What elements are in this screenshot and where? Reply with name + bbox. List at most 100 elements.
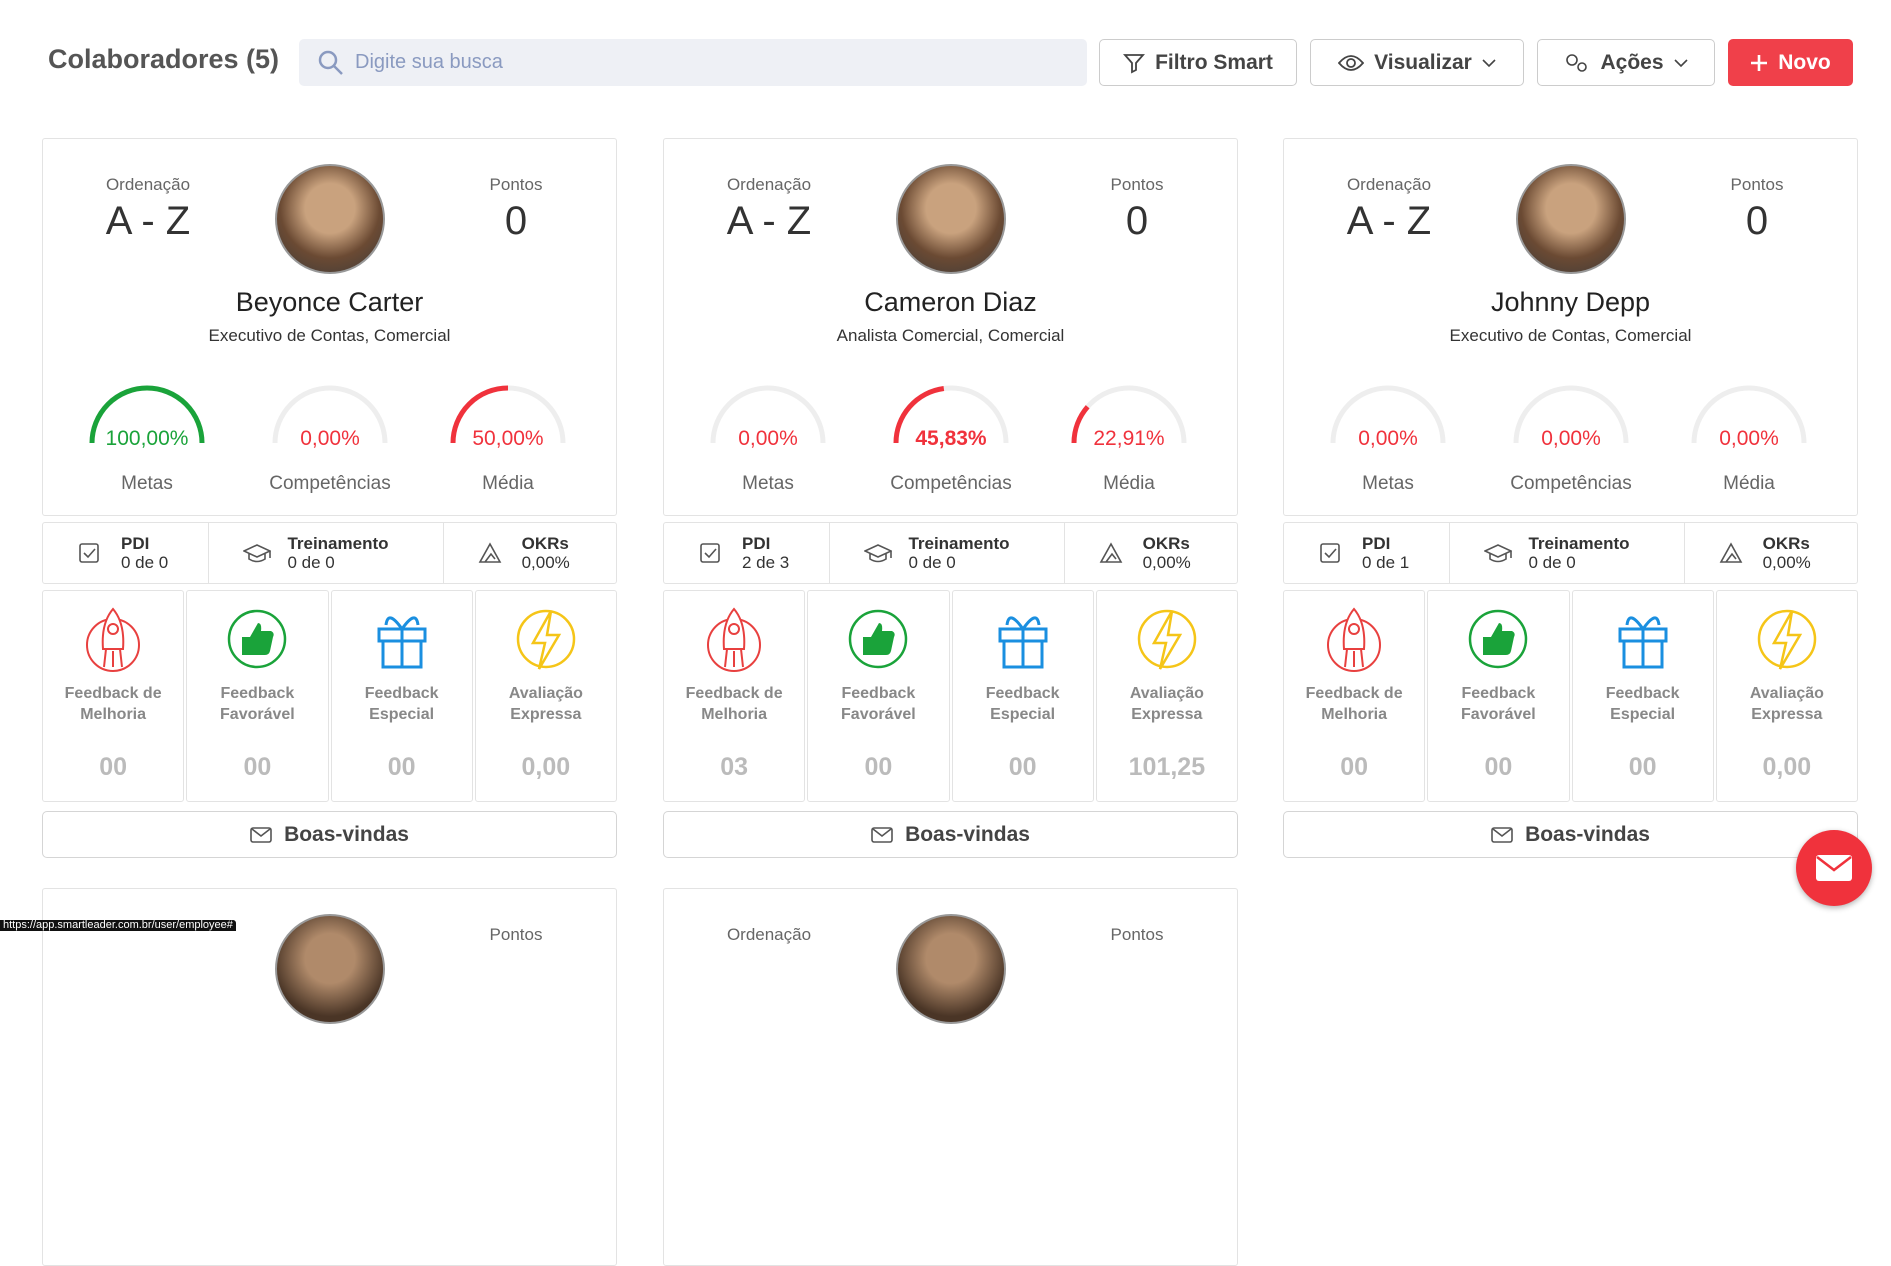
tile-icon <box>228 609 287 669</box>
gauge-track <box>1513 385 1629 444</box>
gauge-value: 0,00% <box>1541 427 1601 450</box>
stat-title: OKRs <box>1142 534 1190 553</box>
button-label: Boas-vindas <box>905 822 1030 846</box>
stat[interactable]: Treinamento 0 de 0 <box>830 523 1065 583</box>
mail-icon <box>1491 826 1513 843</box>
actions-button[interactable]: Ações <box>1537 39 1715 86</box>
welcome-button[interactable]: Boas-vindas <box>663 811 1238 858</box>
welcome-button[interactable]: Boas-vindas <box>42 811 617 858</box>
tile-icon <box>377 616 427 669</box>
ordering-label: Ordenação <box>726 175 812 194</box>
employee-card[interactable]: Ordenação A - Z Pontos 0 Cameron Diaz An… <box>663 138 1238 516</box>
chevron <box>1673 58 1688 67</box>
gauge-value: 50,00% <box>472 427 543 450</box>
gauge-caption: Metas <box>1362 473 1414 494</box>
tile-icon <box>1618 616 1668 669</box>
stat[interactable]: PDI 0 de 0 <box>43 523 210 583</box>
new-button[interactable]: Novo <box>1728 39 1853 86</box>
stat-title: OKRs <box>1762 534 1810 553</box>
tile-value: 0,00 <box>1762 753 1812 781</box>
button-label: Novo <box>1778 50 1831 74</box>
tile-label: Feedback Especial <box>985 685 1060 723</box>
gauge-caption: Competências <box>890 473 1011 494</box>
feedback-tile[interactable]: Avaliação Expressa 0,00 <box>1715 590 1858 802</box>
stat[interactable]: OKRs 0,00% <box>1685 523 1857 583</box>
ordering-label: Ordenação <box>726 925 812 944</box>
button-label: Ações <box>1600 50 1664 74</box>
chevron <box>1482 58 1496 67</box>
points-value: 0 <box>1745 199 1769 243</box>
gauge-track <box>1691 385 1807 444</box>
employee-card[interactable]: Ordenação A - Z Pontos 0 Johnny Depp Exe… <box>1283 138 1858 516</box>
stat-title: OKRs <box>521 534 569 553</box>
gauge-arc <box>450 385 509 444</box>
employee-card[interactable]: Pontos <box>42 888 617 1266</box>
stat-value: 2 de 3 <box>742 553 790 572</box>
search-icon <box>318 50 343 75</box>
stat[interactable]: OKRs 0,00% <box>444 523 616 583</box>
gears-icon <box>1566 53 1588 72</box>
stat-value: 0 de 0 <box>1528 553 1576 572</box>
gauge-caption: Média <box>1103 473 1155 494</box>
filter-button[interactable]: Filtro Smart <box>1099 39 1297 86</box>
mail-icon <box>250 826 272 843</box>
stat[interactable]: Treinamento 0 de 0 <box>209 523 444 583</box>
eye-icon <box>1338 54 1365 71</box>
feedback-tile[interactable]: Feedback Favorável 00 <box>186 590 329 802</box>
feedback-tile[interactable]: Feedback de Melhoria 00 <box>42 590 185 802</box>
button-label: Filtro Smart <box>1155 50 1273 74</box>
employee-role: Executivo de Contas, Comercial <box>1449 326 1692 345</box>
tile-label: Feedback Favorável <box>841 685 916 723</box>
feedback-tile[interactable]: Feedback Especial 00 <box>951 590 1094 802</box>
gauge-caption: Competências <box>1510 473 1631 494</box>
feedback-tile[interactable]: Feedback Favorável 00 <box>1427 590 1570 802</box>
gauge-arc <box>893 385 945 444</box>
employee-card[interactable]: Ordenação Pontos <box>663 888 1238 1266</box>
stat-title: PDI <box>121 534 150 553</box>
tile-value: 03 <box>720 753 749 781</box>
tile-label: Avaliação Expressa <box>1749 685 1824 723</box>
employee-card[interactable]: Ordenação A - Z Pontos 0 Beyonce Carter … <box>42 138 617 516</box>
stat-title: Treinamento <box>287 534 389 553</box>
feedback-tile[interactable]: Feedback de Melhoria 03 <box>663 590 806 802</box>
stat[interactable]: OKRs 0,00% <box>1065 523 1237 583</box>
stat-icon <box>700 543 720 563</box>
stat-icon <box>1484 544 1513 563</box>
tiles-row: Feedback de Melhoria 00 Feedback Favoráv… <box>1283 590 1858 802</box>
search-box[interactable]: Digite sua busca <box>299 39 1087 86</box>
feedback-tile[interactable]: Avaliação Expressa 0,00 <box>474 590 617 802</box>
stat[interactable]: Treinamento 0 de 0 <box>1450 523 1685 583</box>
stat-icon <box>1719 542 1742 563</box>
stat-value: 0 de 0 <box>908 553 956 572</box>
feedback-tile[interactable]: Feedback Especial 00 <box>330 590 473 802</box>
gauges: 100,00% Metas 0,00% Competências 50,00% … <box>89 385 566 494</box>
gauge-track <box>1330 385 1446 444</box>
gauge-value: 0,00% <box>300 427 360 450</box>
avatar <box>1516 164 1626 274</box>
stat-title: Treinamento <box>908 534 1010 553</box>
feedback-tile[interactable]: Feedback Favorável 00 <box>807 590 950 802</box>
gauges: 0,00% Metas 45,83% Competências 22,91% M… <box>710 385 1187 494</box>
gauge-value: 45,83% <box>915 427 987 450</box>
tile-label: Feedback de Melhoria <box>64 685 162 723</box>
feedback-tile[interactable]: Feedback de Melhoria 00 <box>1283 590 1426 802</box>
button-label: Boas-vindas <box>1525 822 1650 846</box>
tile-label: Feedback Favorável <box>1461 685 1536 723</box>
feedback-tile[interactable]: Avaliação Expressa 101,25 <box>1095 590 1238 802</box>
stat[interactable]: PDI 0 de 1 <box>1284 523 1451 583</box>
view-button[interactable]: Visualizar <box>1310 39 1524 86</box>
mail-fab[interactable] <box>1796 830 1872 906</box>
filter-icon <box>1123 53 1146 73</box>
plus-icon <box>1751 54 1768 71</box>
tile-icon <box>1137 609 1197 670</box>
welcome-button[interactable]: Boas-vindas <box>1283 811 1858 858</box>
stat[interactable]: PDI 2 de 3 <box>664 523 831 583</box>
tile-value: 00 <box>1484 753 1513 781</box>
stat-icon <box>1320 543 1340 563</box>
stat-title: PDI <box>742 534 771 553</box>
tile-value: 00 <box>1340 753 1369 781</box>
feedback-tile[interactable]: Feedback Especial 00 <box>1571 590 1714 802</box>
stats-row: PDI 0 de 1 Treinamento 0 de 0 OKRs 0,00% <box>1283 522 1858 584</box>
page: Colaboradores (5) Digite sua busca Filtr… <box>0 39 1872 1266</box>
tile-value: 00 <box>243 753 272 781</box>
